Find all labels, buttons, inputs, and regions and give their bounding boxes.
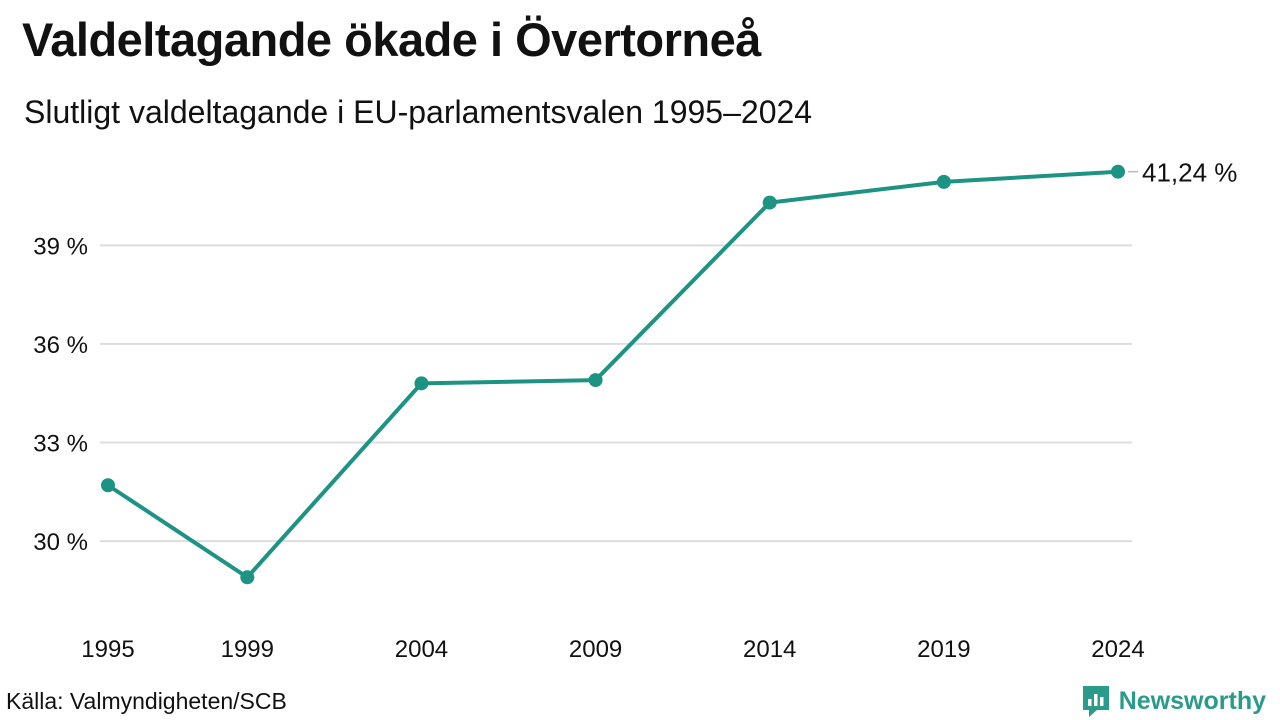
y-tick-label: 33 % bbox=[33, 431, 88, 458]
series-line bbox=[106, 169, 1120, 580]
end-value-label: 41,24 % bbox=[1142, 158, 1237, 188]
data-point bbox=[1111, 164, 1125, 179]
y-tick-label: 36 % bbox=[33, 332, 88, 359]
y-tick-label: 39 % bbox=[33, 233, 88, 260]
data-point bbox=[240, 570, 255, 585]
source-note: Källa: Valmyndigheten/SCB bbox=[6, 688, 287, 714]
data-point bbox=[588, 373, 603, 388]
data-point bbox=[414, 376, 429, 391]
data-point bbox=[936, 174, 951, 189]
x-tick-label: 1995 bbox=[81, 636, 134, 663]
newsworthy-logo-icon bbox=[1082, 686, 1109, 717]
data-point bbox=[762, 195, 777, 210]
x-tick-label: 2004 bbox=[395, 636, 448, 663]
end-annotation: 41,24 % bbox=[1128, 158, 1237, 188]
x-axis: 1995 1999 2004 2009 2014 2019 2024 bbox=[81, 636, 1144, 663]
chart-title: Valdeltagande ökade i Övertorneå bbox=[22, 13, 761, 66]
x-tick-label: 2014 bbox=[743, 636, 796, 663]
brand-name: Newsworthy bbox=[1118, 686, 1266, 715]
chart-subtitle: Slutligt valdeltagande i EU-parlamentsva… bbox=[24, 94, 813, 130]
x-tick-label: 2019 bbox=[917, 636, 970, 663]
y-axis: 30 % 33 % 36 % 39 % bbox=[33, 233, 88, 556]
brand-logo: Newsworthy bbox=[1081, 684, 1266, 718]
grid-lines bbox=[100, 244, 1132, 543]
data-series bbox=[101, 164, 1125, 585]
data-point bbox=[101, 478, 115, 493]
x-tick-label: 1999 bbox=[221, 636, 274, 663]
y-tick-label: 30 % bbox=[33, 529, 88, 556]
x-tick-label: 2024 bbox=[1091, 636, 1144, 663]
x-tick-label: 2009 bbox=[569, 636, 622, 663]
